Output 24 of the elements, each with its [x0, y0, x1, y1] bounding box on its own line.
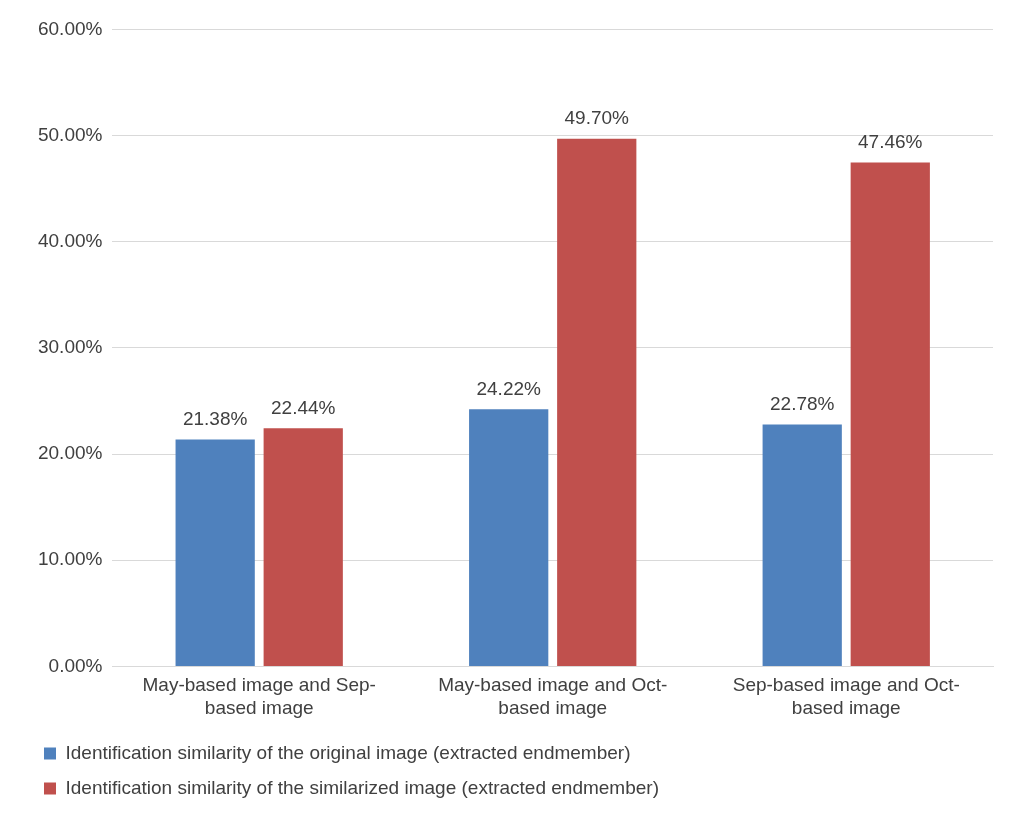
bar [762, 424, 842, 666]
bar [850, 162, 930, 666]
bar [557, 138, 637, 666]
data-label: 49.70% [564, 107, 630, 129]
y-tick-label: 40.00% [37, 229, 103, 251]
bar [469, 409, 549, 666]
bar [175, 439, 255, 666]
y-tick-label: 20.00% [37, 442, 103, 464]
data-label: 24.22% [476, 378, 542, 399]
data-label: 21.38% [182, 408, 248, 430]
legend-label: Identification similarity of the original image (extracted endmember) [65, 741, 631, 763]
bar [263, 428, 343, 666]
legend-label: Identification similarity of the similarized image (extracted endmember) [65, 776, 659, 798]
x-tick-label: May-based image and Oct-based image [438, 674, 668, 718]
x-tick-label: Sep-based image and Oct-based image [732, 674, 960, 718]
x-tick-label: May-based image and Sep-based image [142, 674, 376, 718]
data-label: 47.46% [858, 131, 923, 153]
y-tick-label: 0.00% [48, 654, 103, 676]
data-label: 22.78% [769, 393, 835, 415]
data-label: 22.44% [271, 396, 336, 418]
y-tick-label: 50.00% [37, 123, 103, 145]
y-tick-label: 60.00% [37, 17, 103, 39]
y-tick-label: 10.00% [37, 548, 103, 570]
y-tick-label: 30.00% [37, 336, 103, 358]
